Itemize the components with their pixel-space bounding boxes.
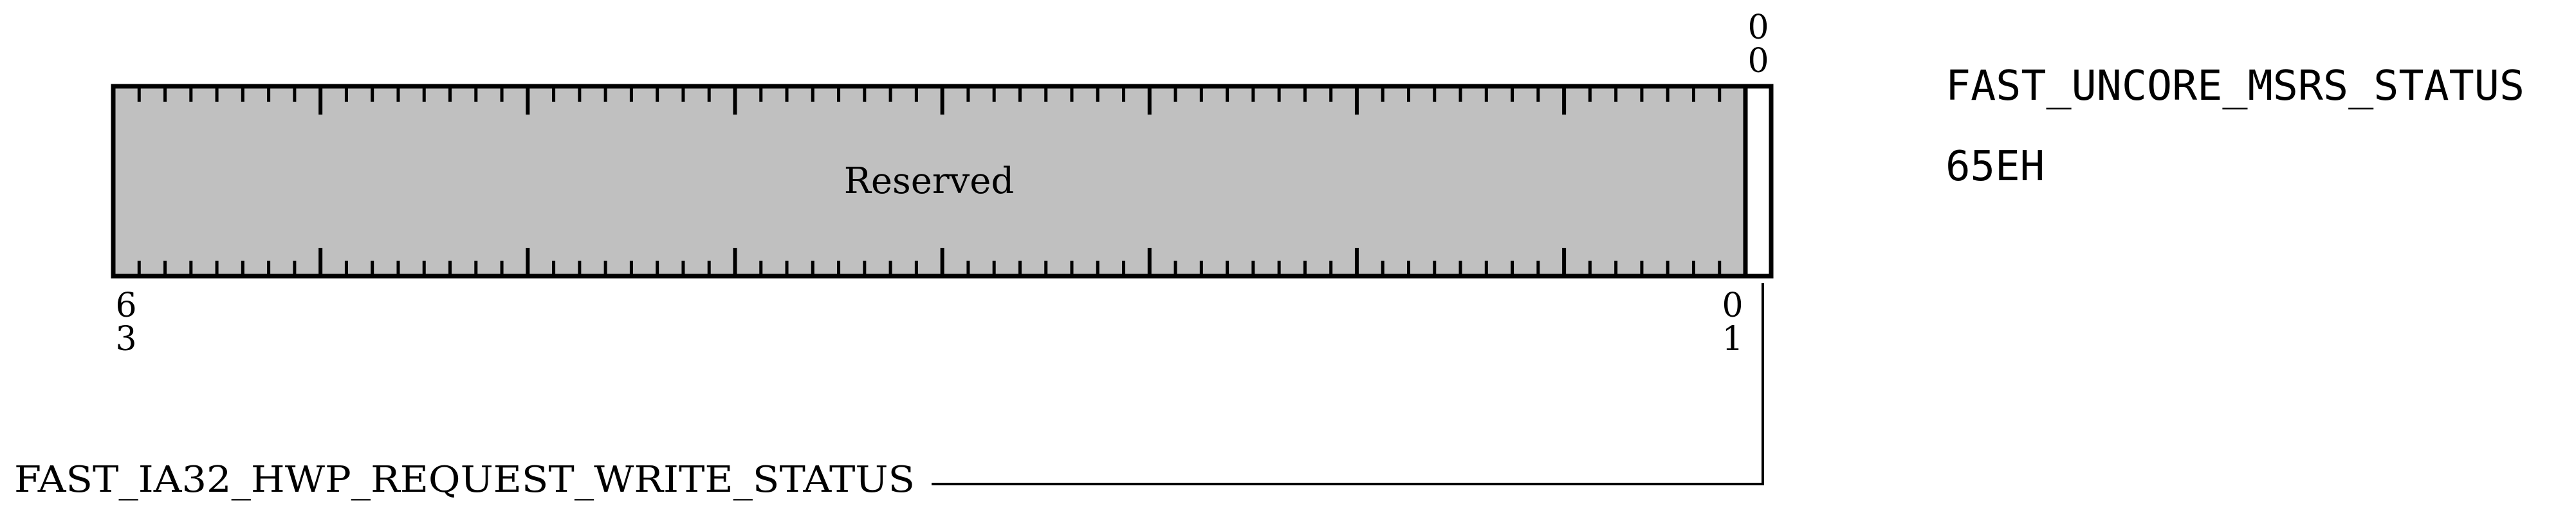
- register-name: FAST_UNCORE_MSRS_STATUS: [1946, 62, 2525, 110]
- reserved-label: Reserved: [844, 160, 1015, 202]
- bit0-top-label-digit2: 0: [1747, 42, 1769, 80]
- high-bit-label-digit2: 3: [115, 320, 136, 359]
- reserved-field: [111, 84, 1748, 279]
- high-bit-label-digit1: 6: [115, 286, 136, 325]
- reserved-low-bit-label-digit2: 1: [1722, 320, 1743, 359]
- bit0-field: [1743, 84, 1774, 279]
- bit0-top-label-digit1: 0: [1747, 8, 1769, 47]
- bit-tick-marks: [137, 86, 1722, 276]
- bit0-leader-line: [932, 283, 1764, 485]
- register-address: 65EH: [1946, 143, 2045, 191]
- bit0-field-name: FAST_IA32_HWP_REQUEST_WRITE_STATUS: [14, 459, 915, 501]
- reserved-low-bit-label-digit1: 0: [1722, 286, 1743, 325]
